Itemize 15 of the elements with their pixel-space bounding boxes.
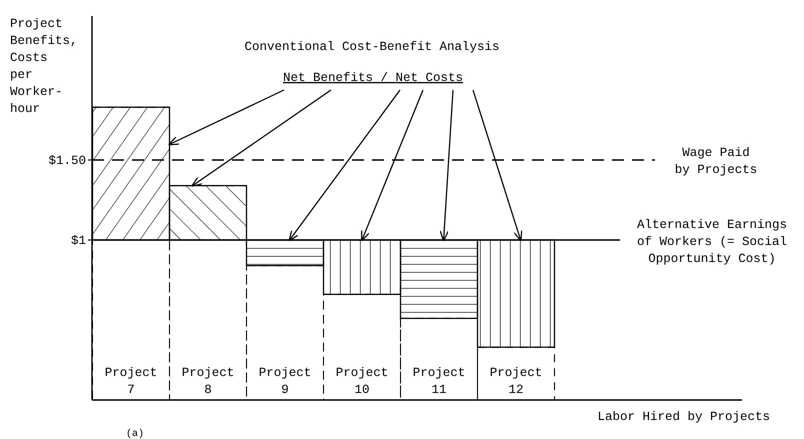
text: (a) (126, 428, 144, 439)
x-tick-label: Project 12 (490, 366, 542, 397)
x-axis-title: Labor Hired by Projects (597, 410, 770, 424)
x-tick-label: Project 11 (412, 366, 466, 397)
x-tick-label: Project 9 (258, 366, 312, 397)
y-axis-title: Project Benefits, Costs per Worker-hour (10, 17, 78, 116)
text: Conventional Cost-Benefit Analysis (244, 40, 500, 54)
x-tick-label: Project 8 (182, 366, 234, 397)
y-tick-label: $1 (70, 234, 86, 248)
x-tick-label: Project 10 (336, 366, 388, 397)
y-tick-label: $1.50 (48, 154, 86, 168)
ref-line-label: Wage Paid by Projects (674, 146, 758, 177)
ref-line-label: Alternative Earnings of Workers (= Social Opportunity Cost) (636, 218, 788, 266)
x-tick-label: Project 7 (104, 366, 158, 397)
annotation: Net Benefits / Net Costs (282, 71, 464, 85)
